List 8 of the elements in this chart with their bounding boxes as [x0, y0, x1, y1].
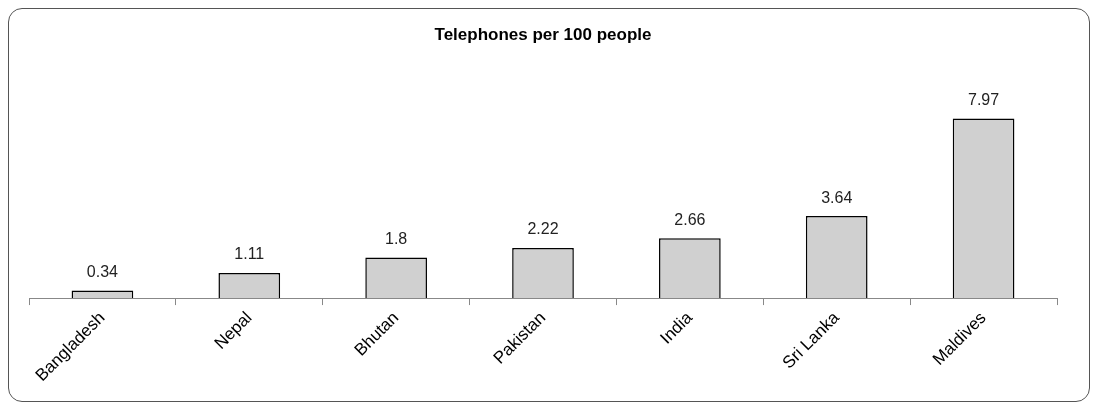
data-label: 3.64 — [821, 188, 853, 206]
chart-title: Telephones per 100 people — [434, 24, 652, 44]
data-label: 1.11 — [234, 245, 265, 263]
data-label: 7.97 — [968, 91, 1000, 108]
data-label: 2.22 — [527, 220, 559, 238]
data-label: 1.8 — [385, 229, 408, 247]
data-label: 2.66 — [674, 210, 706, 228]
data-label: 0.34 — [86, 262, 119, 280]
